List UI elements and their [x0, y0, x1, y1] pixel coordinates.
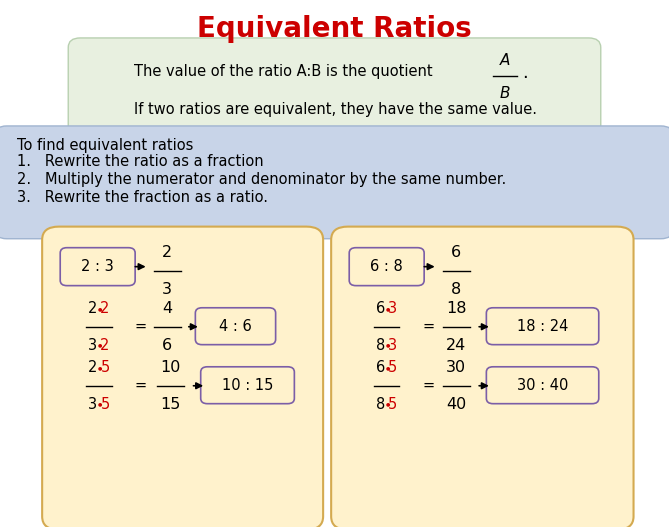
- Text: 2: 2: [88, 301, 98, 316]
- Text: The value of the ratio A:B is the quotient: The value of the ratio A:B is the quotie…: [134, 64, 432, 79]
- FancyBboxPatch shape: [0, 126, 669, 239]
- Text: =: =: [422, 319, 434, 334]
- Text: 5: 5: [388, 360, 397, 375]
- Text: 8: 8: [451, 282, 462, 297]
- Text: 4: 4: [162, 301, 173, 316]
- Text: $\bullet$: $\bullet$: [383, 397, 391, 410]
- Text: 2 : 3: 2 : 3: [82, 259, 114, 274]
- Text: 10 : 15: 10 : 15: [222, 378, 273, 393]
- Text: 6 : 8: 6 : 8: [371, 259, 403, 274]
- Text: 3.   Rewrite the fraction as a ratio.: 3. Rewrite the fraction as a ratio.: [17, 190, 268, 204]
- Text: 3: 3: [163, 282, 172, 297]
- FancyBboxPatch shape: [486, 308, 599, 345]
- Text: To find equivalent ratios: To find equivalent ratios: [17, 138, 193, 153]
- FancyBboxPatch shape: [68, 38, 601, 136]
- FancyBboxPatch shape: [486, 367, 599, 404]
- Text: 24: 24: [446, 338, 466, 353]
- Text: $A$: $A$: [499, 52, 511, 68]
- Text: If two ratios are equivalent, they have the same value.: If two ratios are equivalent, they have …: [134, 102, 537, 116]
- Text: $\bullet$: $\bullet$: [95, 338, 103, 351]
- Text: =: =: [422, 378, 434, 393]
- Text: 1.   Rewrite the ratio as a fraction: 1. Rewrite the ratio as a fraction: [17, 154, 264, 169]
- Text: $\bullet$: $\bullet$: [383, 302, 391, 316]
- FancyBboxPatch shape: [349, 248, 424, 286]
- Text: 3: 3: [388, 338, 397, 353]
- Text: 6: 6: [162, 338, 173, 353]
- Text: 5: 5: [388, 397, 397, 412]
- Text: 3: 3: [88, 397, 98, 412]
- Text: =: =: [134, 378, 147, 393]
- FancyBboxPatch shape: [42, 227, 323, 527]
- Text: $B$: $B$: [499, 85, 511, 101]
- Text: 18: 18: [446, 301, 466, 316]
- Text: 2: 2: [162, 245, 173, 260]
- FancyBboxPatch shape: [60, 248, 135, 286]
- Text: 8: 8: [376, 397, 385, 412]
- Text: 4 : 6: 4 : 6: [219, 319, 252, 334]
- Text: 2: 2: [100, 338, 110, 353]
- Text: 10: 10: [161, 360, 181, 375]
- Text: 15: 15: [161, 397, 181, 412]
- Text: 30 : 40: 30 : 40: [517, 378, 568, 393]
- Text: $\bullet$: $\bullet$: [95, 302, 103, 316]
- Text: $\bullet$: $\bullet$: [383, 362, 391, 375]
- Text: $\bullet$: $\bullet$: [383, 338, 391, 351]
- Text: $\bullet$: $\bullet$: [95, 397, 103, 410]
- Text: =: =: [134, 319, 147, 334]
- Text: 3: 3: [88, 338, 98, 353]
- Text: 8: 8: [376, 338, 385, 353]
- Text: 6: 6: [376, 360, 385, 375]
- Text: 40: 40: [446, 397, 466, 412]
- Text: 5: 5: [100, 397, 110, 412]
- Text: 2: 2: [100, 301, 110, 316]
- Text: .: .: [522, 64, 528, 82]
- Text: 5: 5: [100, 360, 110, 375]
- FancyBboxPatch shape: [331, 227, 634, 527]
- Text: $\bullet$: $\bullet$: [95, 362, 103, 375]
- Text: 6: 6: [451, 245, 462, 260]
- Text: 2.   Multiply the numerator and denominator by the same number.: 2. Multiply the numerator and denominato…: [17, 172, 506, 187]
- Text: 30: 30: [446, 360, 466, 375]
- Text: 3: 3: [388, 301, 397, 316]
- FancyBboxPatch shape: [195, 308, 276, 345]
- Text: 6: 6: [376, 301, 385, 316]
- Text: Equivalent Ratios: Equivalent Ratios: [197, 15, 472, 43]
- Text: 18 : 24: 18 : 24: [517, 319, 568, 334]
- FancyBboxPatch shape: [201, 367, 294, 404]
- Text: 2: 2: [88, 360, 98, 375]
